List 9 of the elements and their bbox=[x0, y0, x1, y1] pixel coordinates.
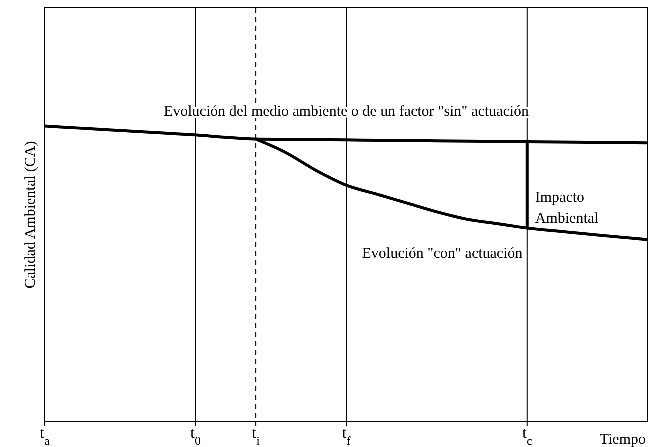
x-tick-label: t$_{0}$ bbox=[190, 425, 201, 447]
y-axis-title: Calidad Ambiental (CA) bbox=[23, 141, 39, 289]
x-axis-title: Tiempo bbox=[600, 432, 646, 447]
x-tick-label: t$_{c}$ bbox=[522, 425, 532, 447]
x-tick-label: t$_{a}$ bbox=[40, 425, 51, 447]
annotation: Evolución "con" actuación bbox=[362, 246, 524, 262]
annotation: Impacto Ambiental bbox=[535, 190, 599, 227]
x-tick-label: t$_{f}$ bbox=[342, 425, 351, 447]
x-tick-label: t$_{i}$ bbox=[252, 425, 261, 447]
